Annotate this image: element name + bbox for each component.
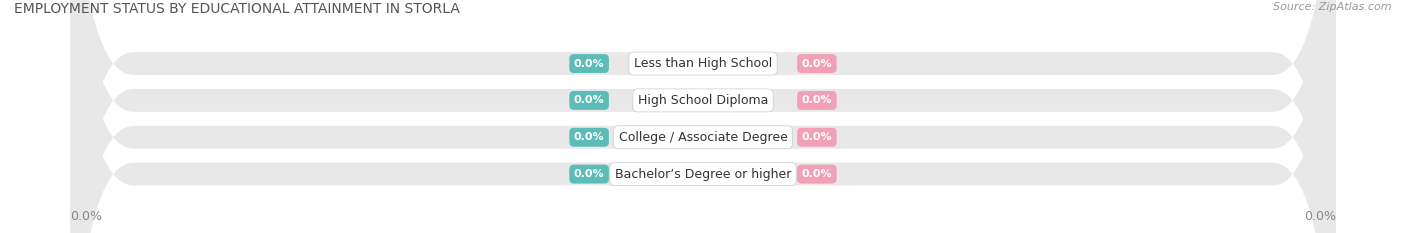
Text: High School Diploma: High School Diploma: [638, 94, 768, 107]
Text: 0.0%: 0.0%: [574, 169, 605, 179]
Text: 0.0%: 0.0%: [1303, 210, 1336, 223]
FancyBboxPatch shape: [70, 0, 1336, 233]
Text: Bachelor’s Degree or higher: Bachelor’s Degree or higher: [614, 168, 792, 181]
Text: 0.0%: 0.0%: [801, 132, 832, 142]
Text: 0.0%: 0.0%: [801, 95, 832, 105]
Text: 0.0%: 0.0%: [801, 58, 832, 69]
Text: EMPLOYMENT STATUS BY EDUCATIONAL ATTAINMENT IN STORLA: EMPLOYMENT STATUS BY EDUCATIONAL ATTAINM…: [14, 2, 460, 16]
FancyBboxPatch shape: [70, 0, 1336, 233]
Text: College / Associate Degree: College / Associate Degree: [619, 131, 787, 144]
Text: 0.0%: 0.0%: [574, 95, 605, 105]
Text: Less than High School: Less than High School: [634, 57, 772, 70]
Text: 0.0%: 0.0%: [801, 169, 832, 179]
Text: 0.0%: 0.0%: [70, 210, 103, 223]
Text: 0.0%: 0.0%: [574, 58, 605, 69]
Text: Source: ZipAtlas.com: Source: ZipAtlas.com: [1274, 2, 1392, 12]
FancyBboxPatch shape: [70, 0, 1336, 233]
FancyBboxPatch shape: [70, 0, 1336, 233]
Text: 0.0%: 0.0%: [574, 132, 605, 142]
